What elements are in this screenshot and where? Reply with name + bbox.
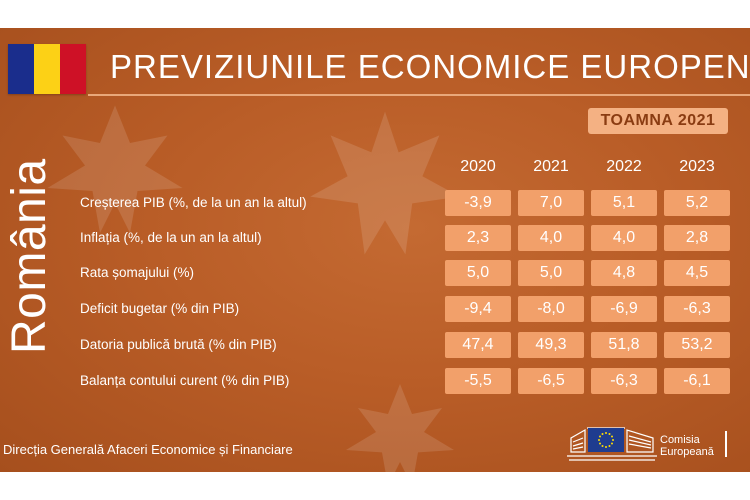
page-title: PREVIZIUNILE ECONOMICE EUROPENE xyxy=(110,48,750,85)
value-cell: -3,9 xyxy=(445,190,511,216)
row-label-unemployment: Rata șomajului (%) xyxy=(80,265,195,280)
year-header-2021: 2021 xyxy=(533,158,569,175)
row-label-budget-deficit: Deficit bugetar (% din PIB) xyxy=(80,301,240,316)
row-label-current-account: Balanța contului curent (% din PIB) xyxy=(80,373,290,388)
value-cell: 2,3 xyxy=(445,225,511,251)
value-cell: -9,4 xyxy=(445,296,511,322)
value-cell: 53,2 xyxy=(664,332,730,358)
value-cell: -6,1 xyxy=(664,368,730,394)
value-cell: 49,3 xyxy=(518,332,584,358)
value-cell: 5,0 xyxy=(445,260,511,286)
year-header-2023: 2023 xyxy=(679,158,715,175)
flag-stripe-red xyxy=(60,44,86,94)
logo-divider xyxy=(725,431,727,457)
leaf-decoration-top xyxy=(40,98,190,248)
leaf-decoration-bottom xyxy=(330,378,470,472)
value-cell: 7,0 xyxy=(518,190,584,216)
department-name: Direcția Generală Afaceri Economice și F… xyxy=(3,442,293,457)
leaf-decoration-center xyxy=(300,98,470,268)
value-cell: -6,3 xyxy=(664,296,730,322)
value-cell: -6,3 xyxy=(591,368,657,394)
country-name: România xyxy=(3,158,56,354)
flag-stripe-yellow xyxy=(34,44,60,94)
forecast-card: PREVIZIUNILE ECONOMICE EUROPENE TOAMNA 2… xyxy=(0,28,750,472)
value-cell: -6,9 xyxy=(591,296,657,322)
european-commission-logo-text: Comisia Europeană xyxy=(660,434,714,458)
row-label-gdp-growth: Creșterea PIB (%, de la un an la altul) xyxy=(80,195,307,210)
title-divider xyxy=(88,94,750,96)
romania-flag xyxy=(8,44,86,94)
flag-stripe-blue xyxy=(8,44,34,94)
value-cell: 5,1 xyxy=(591,190,657,216)
value-cell: 5,0 xyxy=(518,260,584,286)
logo-line-1: Comisia xyxy=(660,434,700,446)
value-cell: 5,2 xyxy=(664,190,730,216)
value-cell: -5,5 xyxy=(445,368,511,394)
season-badge: TOAMNA 2021 xyxy=(588,108,728,134)
value-cell: 4,8 xyxy=(591,260,657,286)
value-cell: 4,5 xyxy=(664,260,730,286)
eu-flag-icon xyxy=(588,428,624,452)
value-cell: -8,0 xyxy=(518,296,584,322)
value-cell: 47,4 xyxy=(445,332,511,358)
row-label-inflation: Inflația (%, de la un an la altul) xyxy=(80,230,262,245)
value-cell: -6,5 xyxy=(518,368,584,394)
row-label-public-debt: Datoria publică brută (% din PIB) xyxy=(80,337,277,352)
year-header-2020: 2020 xyxy=(460,158,496,175)
logo-line-2: Europeană xyxy=(660,446,714,458)
year-header-2022: 2022 xyxy=(606,158,642,175)
value-cell: 51,8 xyxy=(591,332,657,358)
value-cell: 2,8 xyxy=(664,225,730,251)
value-cell: 4,0 xyxy=(518,225,584,251)
value-cell: 4,0 xyxy=(591,225,657,251)
